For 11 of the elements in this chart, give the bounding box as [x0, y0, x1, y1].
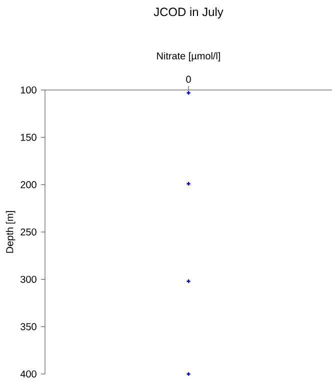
y-axis-title: Depth [m] — [6, 211, 16, 253]
x-axis-title: Nitrate [µmol/l] — [157, 52, 220, 62]
y-tick-label: 100 — [20, 86, 36, 94]
y-tick-label: 200 — [20, 181, 36, 188]
x-tick-label: 0 — [186, 76, 191, 83]
y-tick-label: 300 — [20, 276, 36, 283]
y-tick-label: 250 — [20, 228, 36, 236]
y-tick-label: 350 — [20, 323, 36, 330]
y-tick-label: 150 — [20, 134, 36, 141]
chart-title: JCOD in July — [154, 7, 224, 19]
y-tick-label: 400 — [20, 370, 36, 378]
